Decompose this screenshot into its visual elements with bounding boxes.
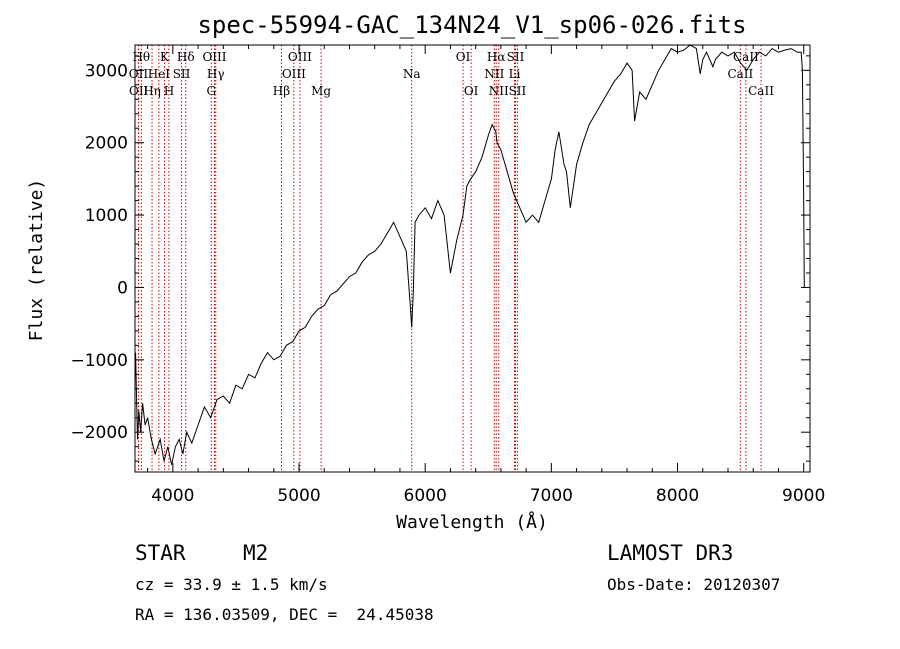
y-axis-label: Flux (relative) [26,179,47,342]
spectral-line-label: Hθ [132,50,150,64]
spectral-line-label: OI [456,50,471,64]
x-tick-label: 9000 [782,486,825,506]
x-axis-label: Wavelength (Å) [396,511,548,533]
spectral-line-label: SII [507,50,525,64]
spectral-line-label: Hγ [207,67,225,81]
spectral-line-label: CaII [727,67,753,81]
spectral-line-label: OII [129,84,149,98]
spectral-line-label: HeI [148,67,171,81]
x-tick-label: 4000 [151,486,194,506]
spectral-line-label: Li [509,67,521,81]
spectrum-series-line [135,44,805,465]
spectral-line-label: Hη [143,84,161,98]
y-tick-label: 0 [117,278,128,298]
spectral-line-label: CaII [748,84,774,98]
spectral-line-label: K [160,50,170,64]
chart-title: spec-55994-GAC_134N24_V1_sp06-026.fits [197,11,746,39]
survey-name: LAMOST DR3 [607,541,733,565]
y-tick-label: 3000 [85,61,128,81]
x-axis-ticks: 4000 5000 6000 7000 8000 9000 [147,45,825,506]
x-tick-label: 6000 [404,486,447,506]
object-class: STAR [135,541,186,565]
y-axis-ticks: −2000 −1000 0 1000 2000 3000 [70,55,810,462]
spectral-line-label: G [207,84,217,98]
x-tick-label: 7000 [530,486,573,506]
y-tick-label: 1000 [85,206,128,226]
redshift-cz: cz = 33.9 ± 1.5 km/s [135,575,328,594]
y-tick-label: 2000 [85,134,128,154]
spectral-line-label: Mg [311,84,331,98]
spectral-line-label: OIII [288,50,312,64]
x-tick-label: 8000 [656,486,699,506]
spectral-line-label: Hδ [177,50,195,64]
spectral-line-label: OIII [282,67,306,81]
observation-date: Obs-Date: 20120307 [607,575,780,594]
x-tick-label: 5000 [277,486,320,506]
spectral-line-label: OI [464,84,479,98]
spectral-line-label: SII [173,67,191,81]
plot-frame [134,44,811,473]
spectral-line-label: OII [129,67,149,81]
ra-dec-coordinates: RA = 136.03509, DEC = 24.45038 [135,605,434,624]
spectral-line-label: Hα [487,50,506,64]
y-tick-label: −1000 [70,351,128,371]
spectral-line-label: NII [489,84,509,98]
spectral-line-label: Hβ [273,84,290,98]
spectral-line-label: NII [484,67,504,81]
y-tick-label: −2000 [70,423,128,443]
line-markers [137,45,762,472]
spectral-line-label: Na [403,67,421,81]
spectral-line-label: OIII [202,50,226,64]
spectral-line-label: H [164,84,174,98]
spectral-line-label: SII [509,84,527,98]
object-subclass: M2 [243,541,268,565]
